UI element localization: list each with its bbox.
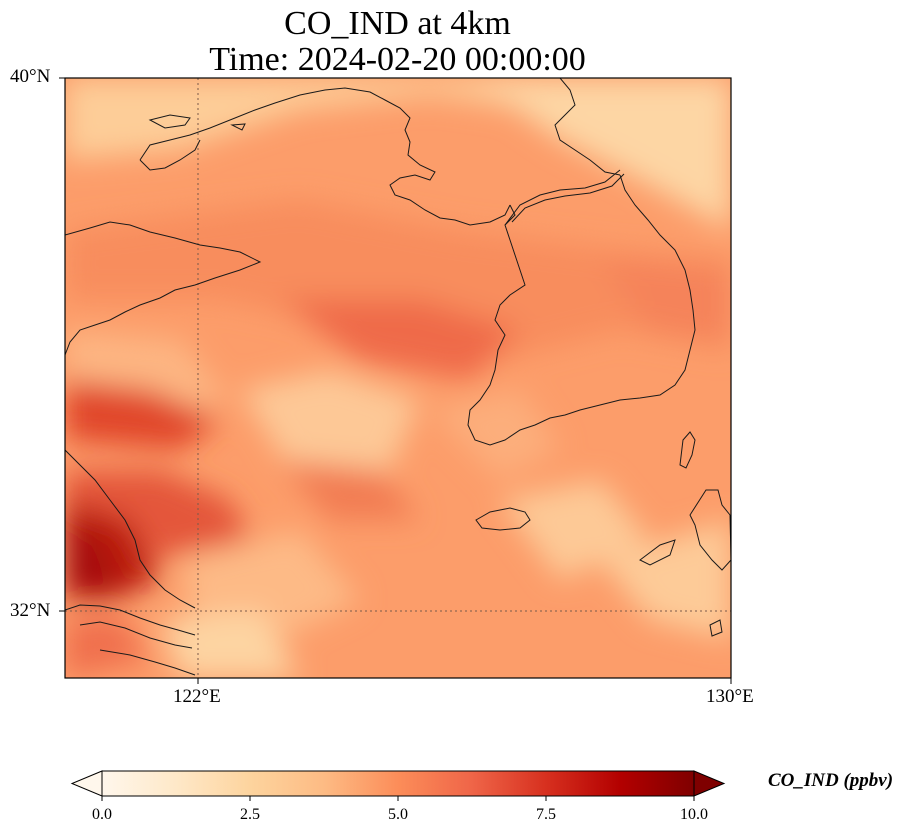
coastline-north-korea-south-korea-west [467,174,696,446]
coastline-yangtze [65,604,196,649]
coastline-liaodong [139,87,511,226]
coastline-korea-east-north [554,78,621,176]
coastline-hangzhou [99,649,196,676]
coastline-kyushu [689,489,731,571]
coastline-yalu-2 [511,173,625,223]
lat-label-40: 40°N [10,66,51,87]
lon-label-122: 122°E [173,686,221,707]
coastline-japan-tsushima [679,431,696,469]
lat-label-32: 32°N [10,600,51,621]
coastline-bohai-west [139,139,201,171]
coastline-shandong [65,221,262,356]
map-title: CO_IND at 4km [284,5,511,42]
colorbar-extend-min [70,770,103,797]
map-frame [64,77,732,679]
colorbar-tick-label: 0.0 [92,806,112,823]
colorbar-tick-label: 5.0 [388,806,408,823]
colorbar-tick-label: 2.5 [240,806,260,823]
lon-label-130: 130°E [706,686,754,707]
colorbar-extend-max [693,770,726,797]
concentration-field [65,78,731,678]
colorbar-tick-label: 10.0 [680,806,708,823]
colorbar-ticks [101,796,695,801]
map-area [65,78,731,678]
coastline-jiangsu [65,449,196,609]
coastline-kyushu-islands [639,539,723,637]
map-subtitle-time: Time: 2024-02-20 00:00:00 [209,41,586,78]
coastline-jeju [475,507,531,531]
colorbar-label: CO_IND (ppbv) [768,770,894,791]
colorbar-tick-label: 7.5 [536,806,556,823]
coastline-yalu [504,169,621,226]
coastlines [65,78,731,676]
colorbar [70,770,726,801]
colorbar-gradient [102,771,694,796]
coastline-bohai-inner [148,114,246,131]
